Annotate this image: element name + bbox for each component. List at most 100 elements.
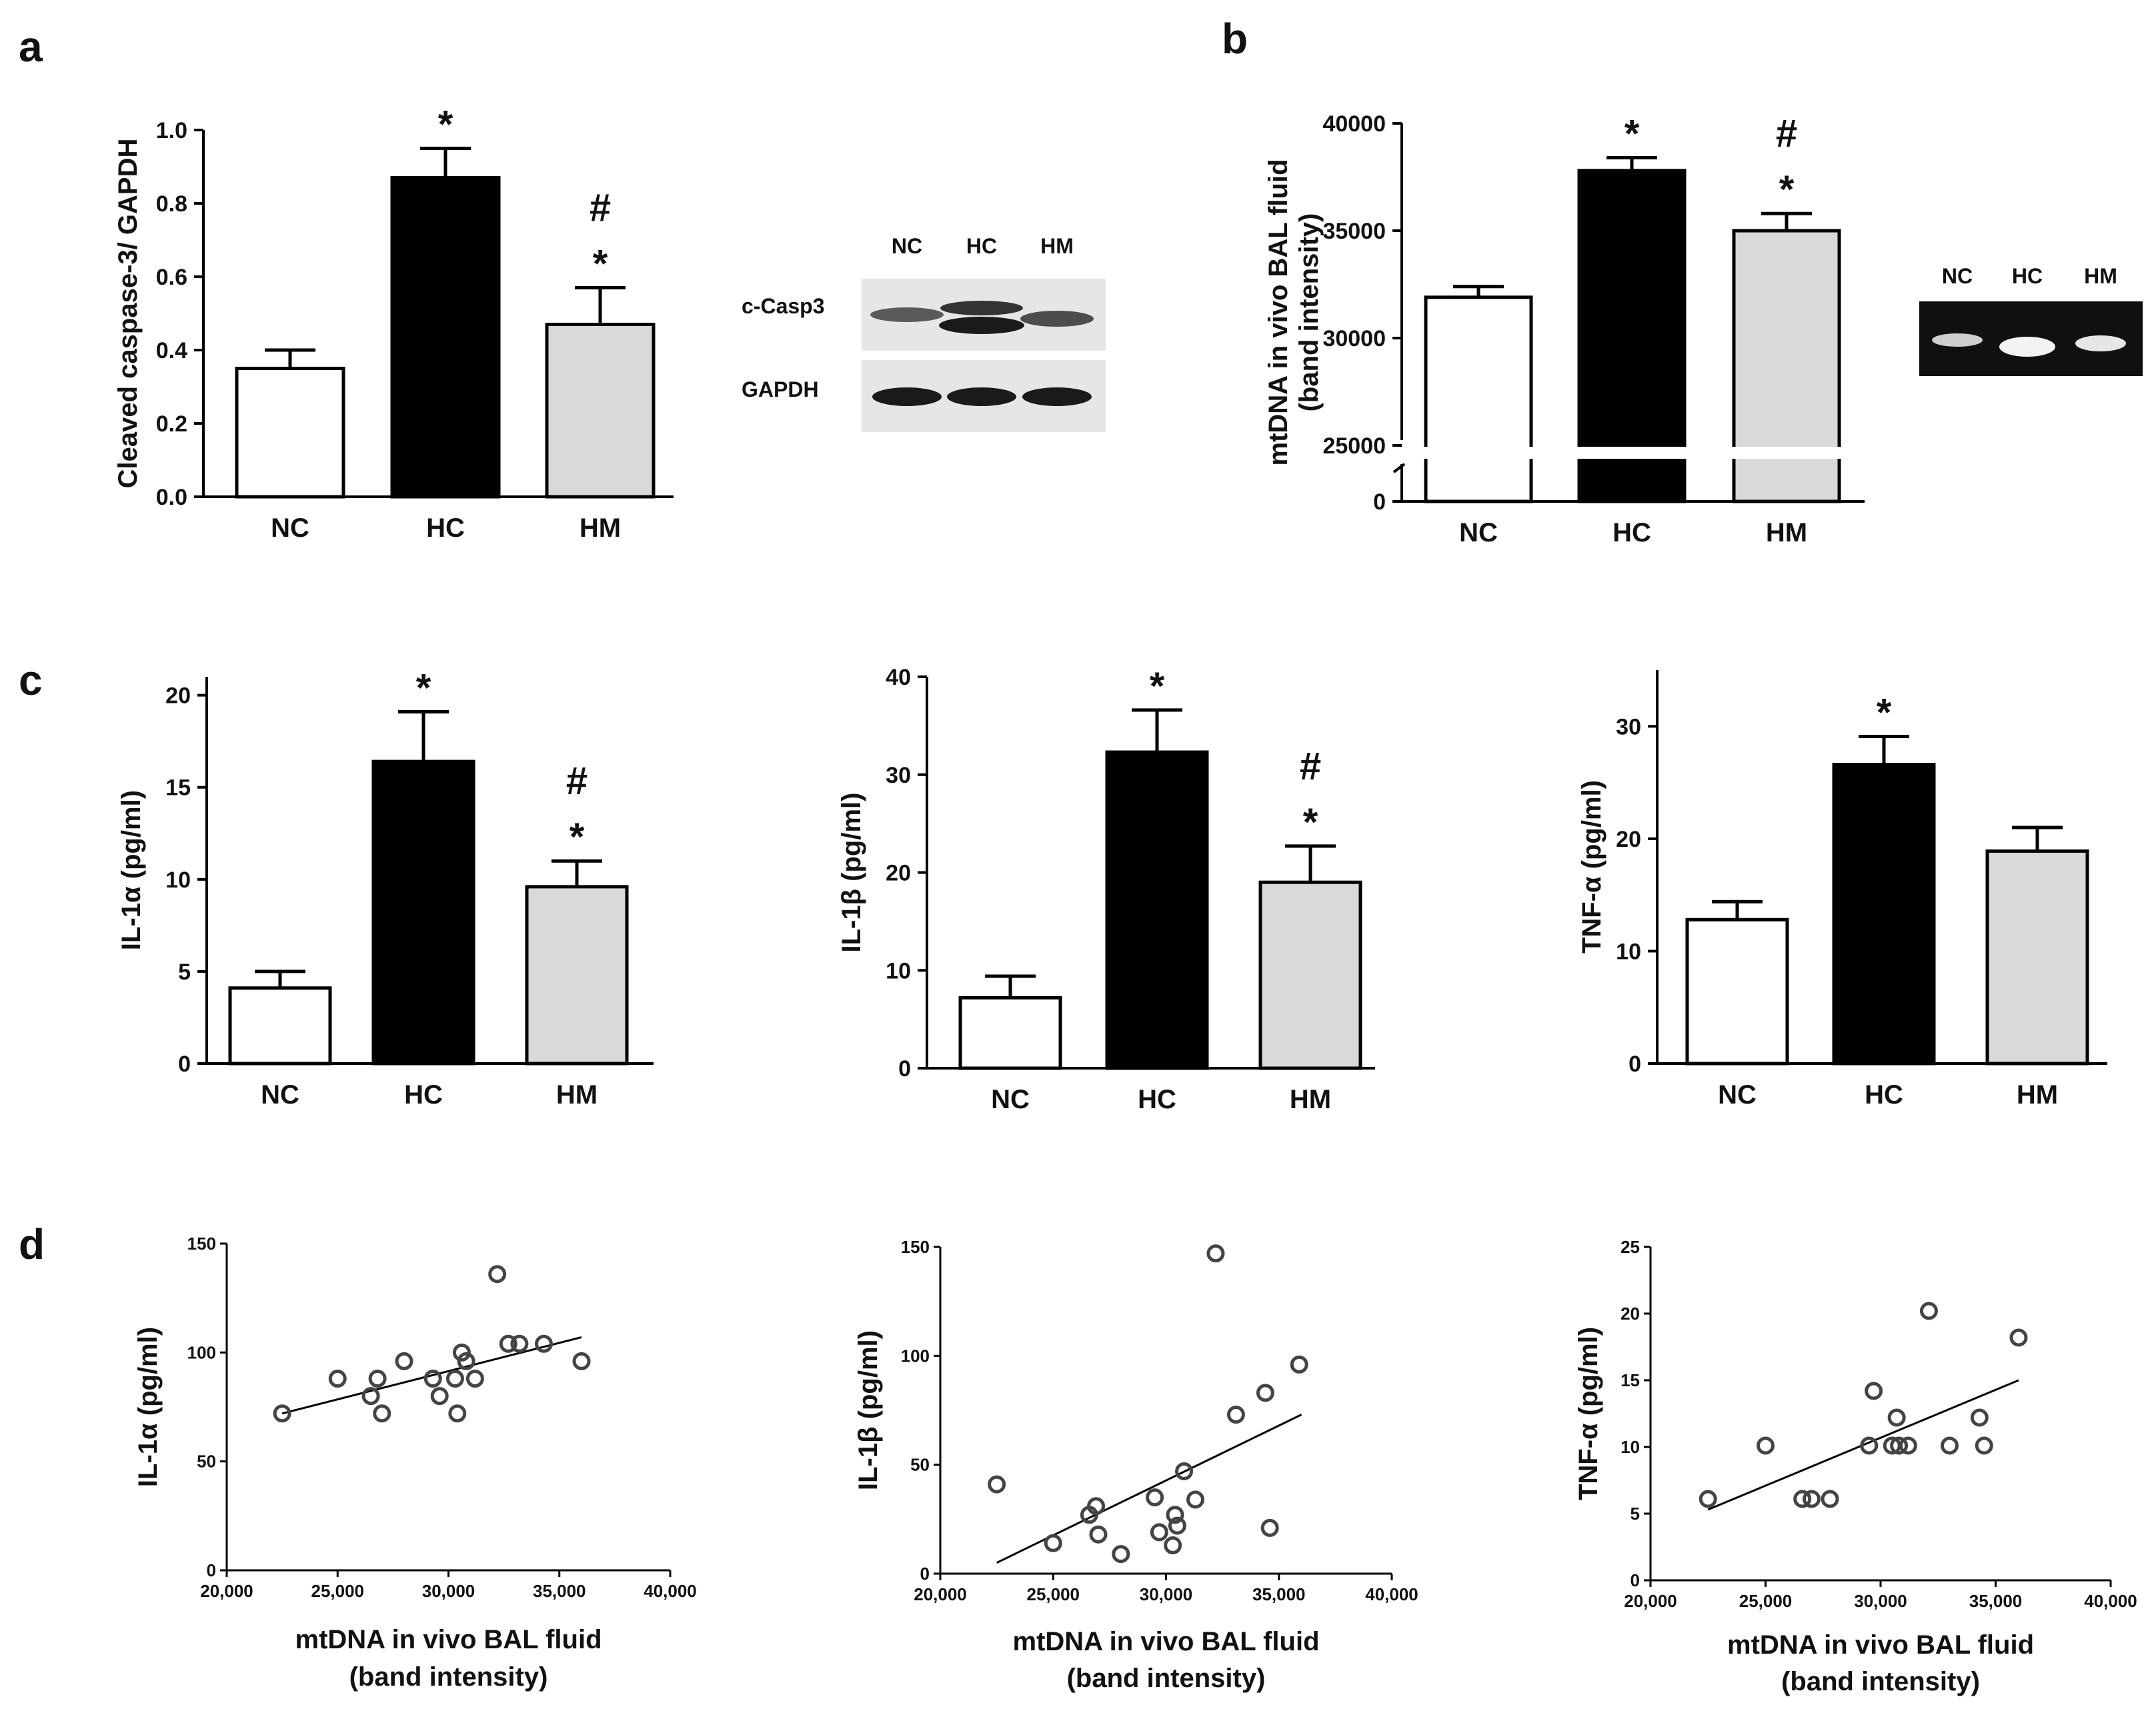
data-point	[452, 1343, 471, 1362]
y-tick-label: 30	[886, 763, 911, 788]
data-point	[328, 1370, 347, 1388]
regression-line	[281, 1336, 582, 1415]
x-axis-subtitle: (band intensity)	[349, 1662, 548, 1692]
data-point	[988, 1475, 1006, 1494]
category-label-nc: NC	[1718, 1080, 1757, 1110]
category-label-nc: NC	[1459, 518, 1498, 547]
bar-hm	[545, 323, 656, 499]
data-point	[1919, 1302, 1938, 1320]
category-label-hm: HM	[556, 1080, 598, 1110]
category-label-hc: HC	[1612, 518, 1651, 547]
bar-hm	[1258, 880, 1362, 1070]
bar-hm	[1985, 849, 2089, 1066]
x-tick-label: 40,000	[1365, 1584, 1418, 1604]
blot-band-label-gapdh: GAPDH	[742, 377, 819, 401]
y-axis-title: Cleaved caspase-3/ GAPDH	[113, 139, 143, 489]
y-tick-label: 10	[165, 868, 191, 893]
category-label-hm: HM	[580, 513, 621, 543]
data-point	[273, 1404, 291, 1423]
y-tick-label: 15	[1621, 1370, 1640, 1390]
gel-lane-label-hc: HC	[2012, 264, 2043, 288]
sig-hash: #	[566, 759, 588, 803]
x-tick-label: 35,000	[533, 1581, 586, 1601]
data-point	[368, 1370, 387, 1388]
category-label-hc: HC	[426, 513, 465, 543]
data-point	[457, 1352, 475, 1370]
y-tick-label: 0	[207, 1560, 216, 1580]
category-label-nc: NC	[271, 513, 309, 543]
blot-band-ccasp3-hc-upper	[940, 301, 1023, 315]
data-point	[1256, 1384, 1274, 1402]
x-axis-subtitle: (band intensity)	[1781, 1667, 1980, 1696]
y-tick-label: 0	[178, 1052, 191, 1077]
data-point	[1186, 1490, 1205, 1509]
sig-asterisk: *	[1877, 691, 1892, 734]
data-point	[1260, 1518, 1279, 1537]
bar-nc	[228, 986, 332, 1066]
y-tick-label: 150	[901, 1237, 930, 1257]
x-axis-subtitle: (band intensity)	[1067, 1664, 1266, 1693]
data-point	[1803, 1490, 1821, 1508]
category-label-hc: HC	[404, 1080, 443, 1110]
y-tick-label: 15	[165, 775, 191, 801]
sig-asterisk: *	[1779, 168, 1795, 211]
data-point	[1975, 1436, 1993, 1455]
data-point	[1150, 1523, 1168, 1542]
data-point	[1970, 1408, 1989, 1427]
y-tick-label: 100	[187, 1342, 216, 1362]
chart-il1a: NC * HC * # HM 0 5 10 15 20 IL-1α (pg/ml)	[117, 666, 654, 1110]
y-axis-title: TNF-α (pg/ml)	[1577, 780, 1606, 954]
category-label-hm: HM	[1766, 518, 1807, 547]
data-point	[572, 1352, 591, 1370]
y-tick-label: 1.0	[156, 118, 187, 143]
gel-band-nc	[1932, 333, 1983, 347]
sig-asterisk: *	[1303, 801, 1318, 844]
data-point	[1112, 1545, 1130, 1564]
data-point	[1168, 1516, 1186, 1535]
y-tick-label: 0.2	[156, 411, 187, 437]
blot-lane-label-hm: HM	[1040, 234, 1074, 258]
y-tick-label: 20	[1616, 827, 1641, 852]
scatter-il1a: 0 50 100 150 20,000 25,000 30,000 35,000 40,000 m…	[133, 1234, 697, 1692]
y-tick-label: 35000	[1322, 219, 1386, 244]
data-point	[1699, 1490, 1717, 1508]
x-tick-label: 20,000	[200, 1581, 253, 1601]
category-label-hm: HM	[2017, 1080, 2058, 1110]
x-axis-title: mtDNA in vivo BAL fluid	[1727, 1630, 2034, 1660]
western-blot: NC HC HM c-Casp3 GAPDH	[742, 234, 1106, 432]
sig-asterisk: *	[438, 103, 453, 147]
y-tick-label: 20	[886, 861, 911, 886]
data-point	[1899, 1436, 1917, 1455]
category-label-hm: HM	[1290, 1085, 1331, 1114]
y-tick-label: 0	[898, 1056, 911, 1082]
data-point	[1226, 1406, 1245, 1424]
bar-hm	[1732, 229, 1841, 503]
y-tick-label: 25000	[1322, 433, 1386, 459]
gel-lane-label-nc: NC	[1942, 264, 1973, 288]
x-tick-label: 30,000	[1854, 1591, 1907, 1611]
sig-asterisk: *	[570, 815, 585, 859]
x-axis-title: mtDNA in vivo BAL fluid	[295, 1625, 602, 1654]
category-label-hc: HC	[1865, 1080, 1903, 1110]
data-point	[1757, 1436, 1775, 1455]
data-point	[395, 1352, 413, 1370]
y-tick-label: 50	[910, 1455, 930, 1475]
y-tick-label: 10	[1621, 1437, 1640, 1457]
data-point	[1865, 1382, 1883, 1400]
data-point	[373, 1404, 391, 1423]
data-point	[445, 1370, 464, 1388]
data-point	[510, 1334, 529, 1353]
sig-hash: #	[590, 187, 611, 230]
x-tick-label: 30,000	[1140, 1584, 1193, 1604]
x-tick-label: 30,000	[422, 1581, 475, 1601]
data-point	[534, 1334, 553, 1353]
regression-line	[996, 1414, 1302, 1564]
y-axis-title: IL-1α (pg/ml)	[117, 790, 146, 950]
y-tick-label: 30000	[1322, 326, 1386, 351]
blot-band-ccasp3-hc-lower	[939, 317, 1024, 334]
y-tick-label: 0.4	[156, 338, 187, 363]
x-tick-label: 20,000	[914, 1584, 967, 1604]
bar-hm	[525, 885, 629, 1066]
chart-il1b: NC * HC * # HM 0 10 20 30 40 IL-1β (pg/ml)	[837, 665, 1375, 1114]
